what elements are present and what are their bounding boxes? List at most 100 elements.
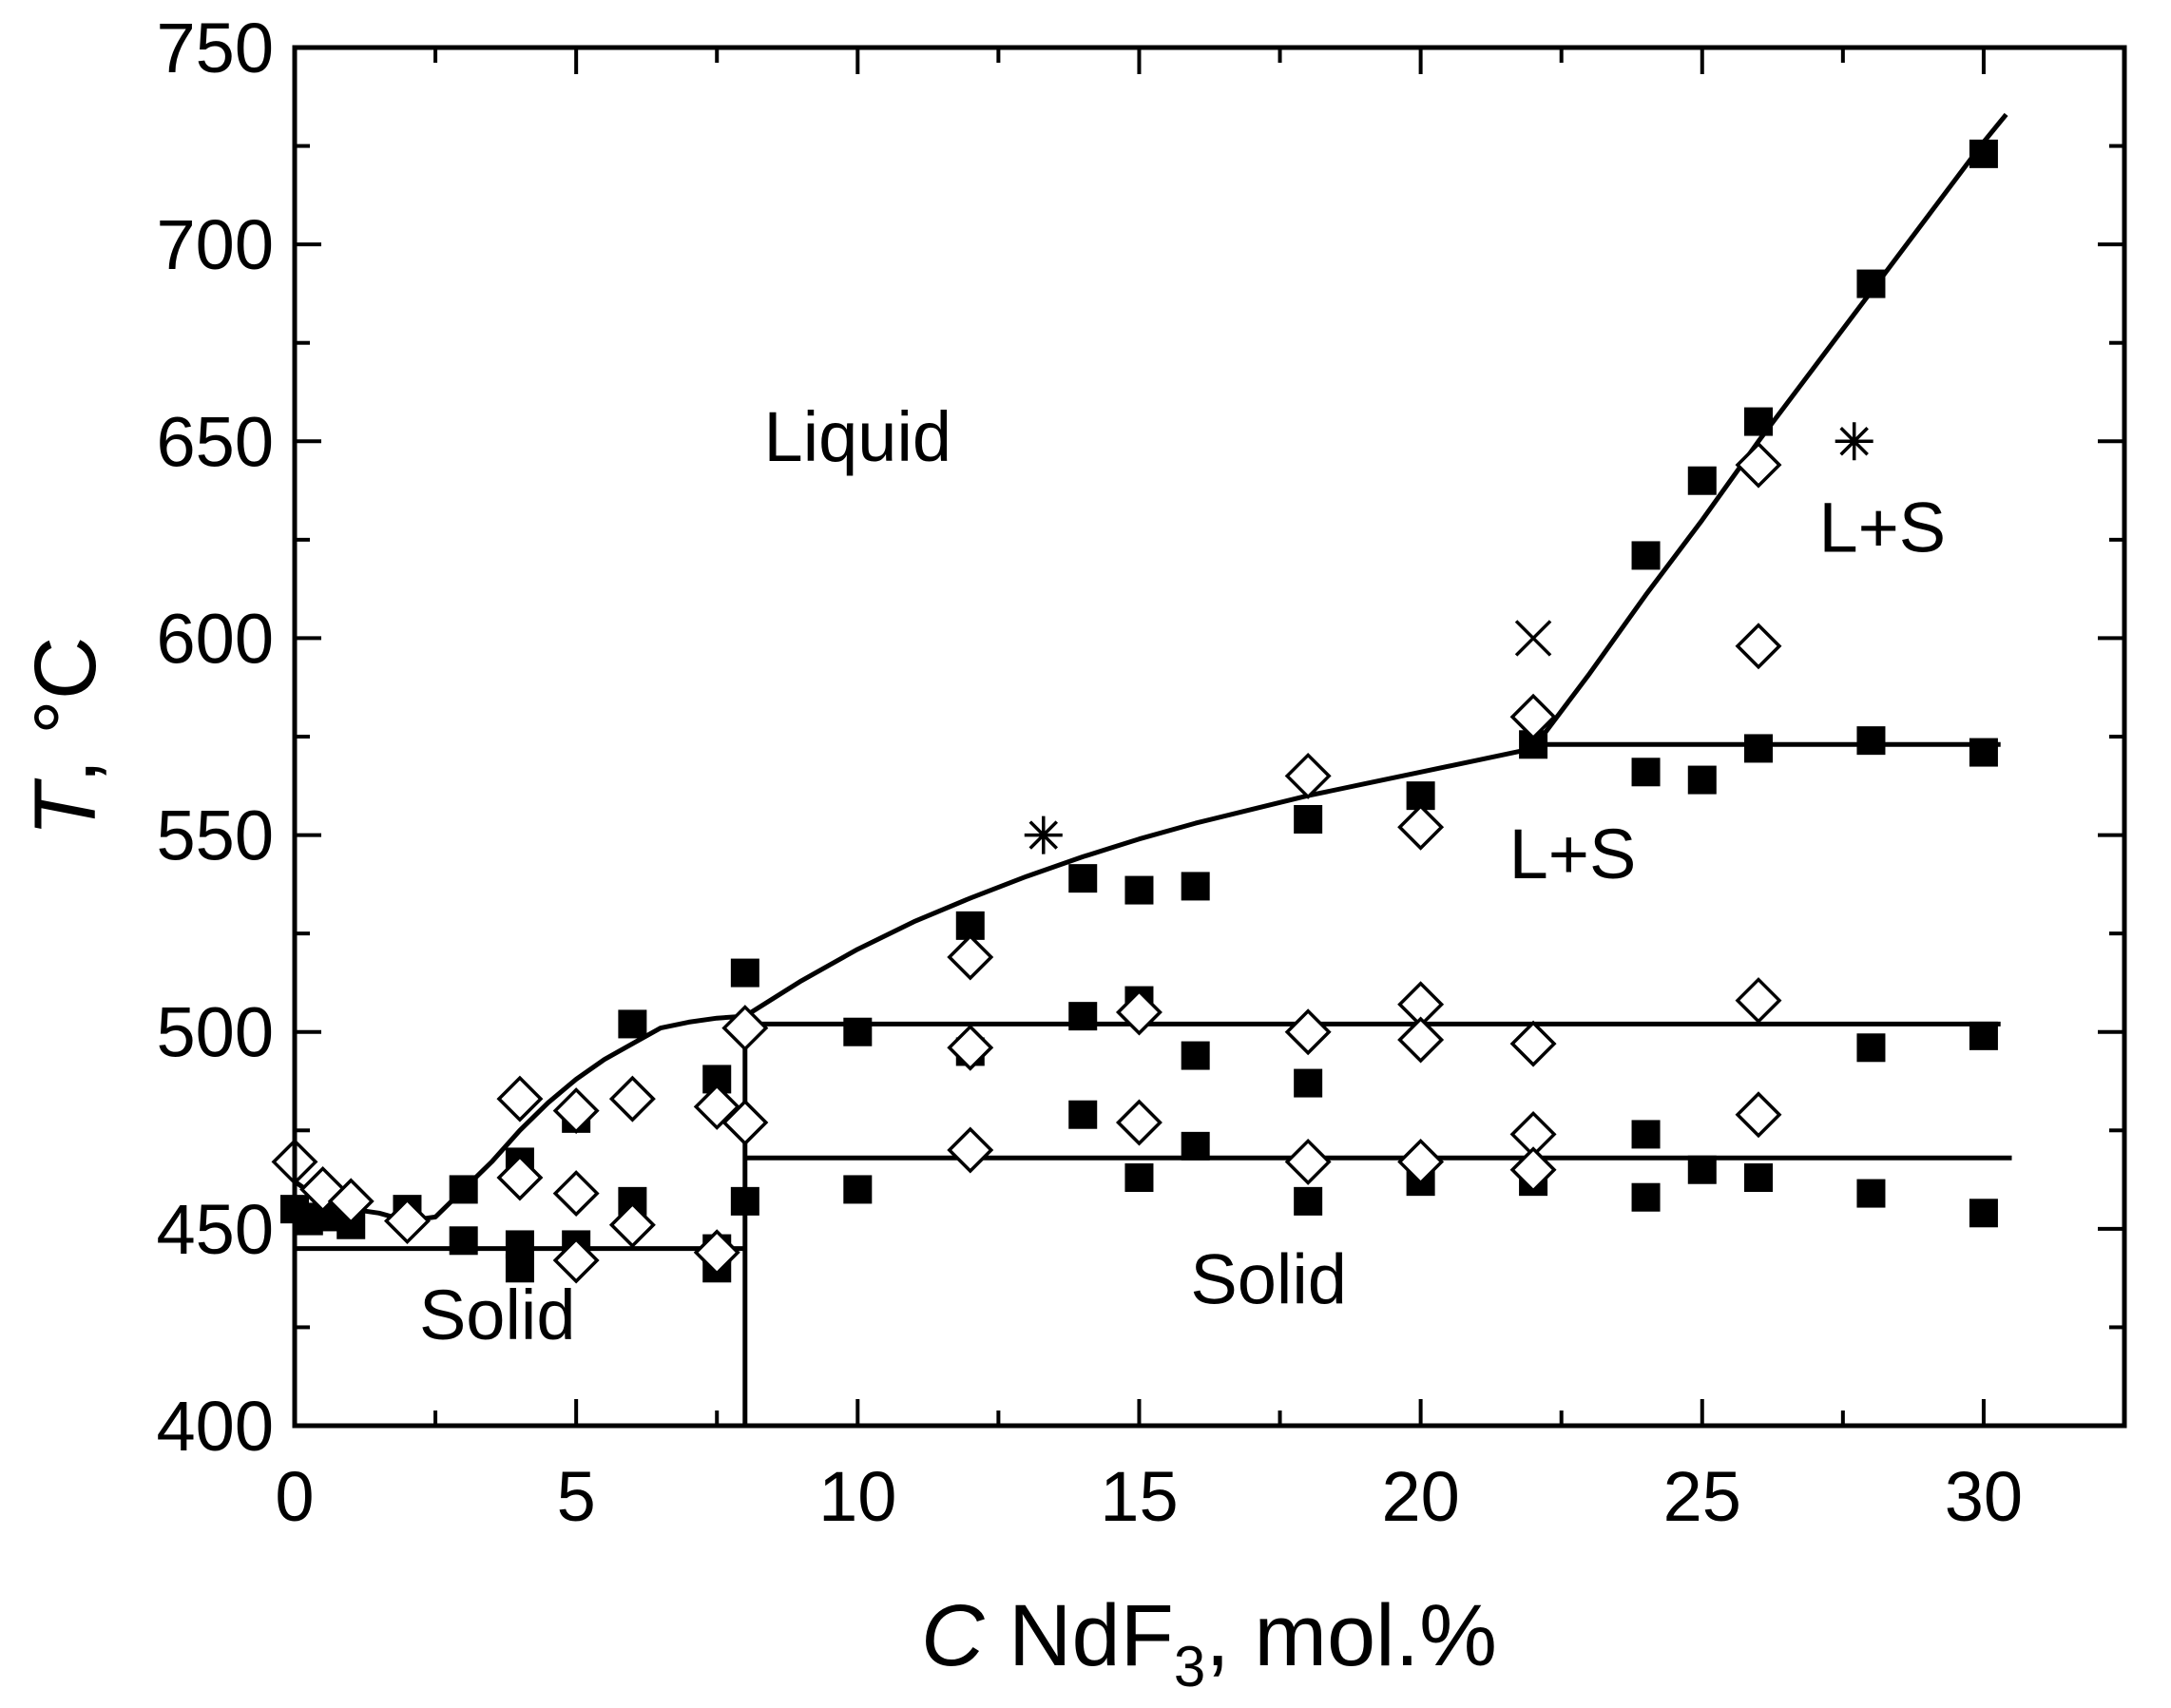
point-filled-square xyxy=(1856,1179,1886,1208)
point-filled-square xyxy=(730,958,759,988)
point-open-diamond xyxy=(693,1229,740,1276)
point-filled-square xyxy=(730,1186,759,1216)
point-filled-square xyxy=(1124,1163,1154,1192)
point-open-diamond xyxy=(721,1099,769,1146)
point-open-diamond xyxy=(1509,1146,1557,1194)
x-tick-label: 15 xyxy=(1100,1457,1178,1536)
point-open-diamond xyxy=(1397,803,1445,851)
point-open-diamond xyxy=(1397,1016,1445,1064)
region-label: Solid xyxy=(1190,1240,1347,1319)
point-filled-square xyxy=(1181,1131,1210,1161)
point-open-diamond xyxy=(947,1126,994,1174)
point-filled-square xyxy=(1744,734,1773,763)
point-filled-square xyxy=(1181,1041,1210,1070)
region-label: L+S xyxy=(1818,488,1946,566)
point-open-diamond xyxy=(1397,1138,1445,1185)
point-filled-square xyxy=(1294,1186,1323,1216)
y-tick-label: 450 xyxy=(157,1190,274,1269)
point-filled-square xyxy=(1969,139,1998,168)
point-open-diamond xyxy=(552,1087,600,1135)
point-filled-square xyxy=(1631,541,1661,570)
x-tick-label: 5 xyxy=(557,1457,596,1536)
point-filled-square xyxy=(1856,269,1886,298)
point-open-diamond xyxy=(496,1154,544,1201)
point-open-diamond xyxy=(1509,1020,1557,1067)
point-open-diamond xyxy=(1115,988,1162,1036)
y-axis-ticks: 400 450 500 550 600 650 700 750 xyxy=(157,9,2124,1466)
y-tick-label: 750 xyxy=(157,9,274,87)
point-asterisk xyxy=(1835,422,1873,461)
point-open-diamond xyxy=(608,1201,656,1249)
point-filled-square xyxy=(843,1175,873,1204)
y-axis-units: , °C xyxy=(17,637,114,783)
region-labels: Liquid L+S L+S Solid Solid xyxy=(419,397,1946,1354)
point-filled-square xyxy=(1124,875,1154,905)
point-open-diamond xyxy=(947,933,994,981)
point-open-diamond xyxy=(496,1075,544,1123)
point-open-diamond xyxy=(1115,1099,1162,1146)
point-open-diamond xyxy=(383,1198,431,1245)
y-tick-label: 600 xyxy=(157,599,274,678)
region-label: Liquid xyxy=(764,397,952,476)
x-axis-ticks: 0 5 10 15 20 25 30 xyxy=(275,48,2126,1536)
point-filled-square xyxy=(1294,1068,1323,1098)
point-open-diamond xyxy=(1509,693,1557,740)
point-filled-square xyxy=(1744,1163,1773,1192)
x-tick-label: 25 xyxy=(1663,1457,1741,1536)
point-open-diamond xyxy=(1284,1138,1332,1185)
point-filled-square xyxy=(449,1175,478,1204)
point-x-cross xyxy=(1514,620,1552,657)
point-filled-square xyxy=(1068,1100,1098,1129)
point-open-diamond xyxy=(1284,752,1332,799)
point-filled-square xyxy=(1687,1155,1717,1184)
point-filled-square xyxy=(1969,738,1998,767)
x-axis-title: C NdF3, mol.% xyxy=(921,1587,1497,1698)
point-filled-square xyxy=(1068,1002,1098,1031)
point-filled-square xyxy=(1969,1021,1998,1050)
point-filled-square xyxy=(843,1017,873,1046)
point-open-diamond xyxy=(327,1178,375,1225)
point-filled-square xyxy=(1631,758,1661,787)
y-tick-label: 400 xyxy=(157,1387,274,1466)
point-filled-square xyxy=(1856,1033,1886,1063)
point-open-diamond xyxy=(1735,1091,1782,1139)
x-tick-label: 30 xyxy=(1945,1457,2023,1536)
point-open-diamond xyxy=(721,1005,769,1052)
point-filled-square xyxy=(449,1226,478,1256)
point-filled-square xyxy=(1068,864,1098,893)
point-filled-square xyxy=(1969,1199,1998,1228)
point-open-diamond xyxy=(552,1170,600,1218)
point-filled-square xyxy=(1687,765,1717,795)
x-tick-label: 0 xyxy=(275,1457,314,1536)
point-filled-square xyxy=(1181,872,1210,901)
point-filled-square xyxy=(1856,726,1886,756)
point-asterisk xyxy=(1024,816,1063,854)
x-axis-units: , mol.% xyxy=(1205,1587,1497,1684)
y-axis-variable: T xyxy=(17,777,114,836)
x-axis-variable: C xyxy=(921,1587,985,1684)
y-tick-label: 500 xyxy=(157,993,274,1072)
point-filled-square xyxy=(1631,1182,1661,1212)
x-tick-label: 10 xyxy=(818,1457,896,1536)
x-axis-subscript: 3 xyxy=(1174,1635,1205,1698)
y-tick-label: 700 xyxy=(157,205,274,284)
point-open-diamond xyxy=(1735,977,1782,1025)
point-open-diamond xyxy=(608,1075,656,1123)
y-tick-label: 550 xyxy=(157,796,274,875)
point-open-diamond xyxy=(1284,1008,1332,1056)
point-filled-square xyxy=(618,1009,647,1039)
point-filled-square xyxy=(505,1254,534,1283)
point-open-diamond xyxy=(947,1024,994,1071)
point-filled-square xyxy=(1294,805,1323,834)
region-label: Solid xyxy=(419,1276,576,1354)
point-open-diamond xyxy=(552,1237,600,1284)
point-open-diamond xyxy=(1735,623,1782,670)
point-filled-square xyxy=(1631,1120,1661,1149)
point-filled-square xyxy=(1687,466,1717,495)
x-tick-label: 20 xyxy=(1381,1457,1459,1536)
data-markers xyxy=(271,139,1998,1284)
region-label: L+S xyxy=(1509,815,1637,893)
y-axis-title: T, °C xyxy=(17,637,114,837)
point-open-diamond xyxy=(1735,441,1782,489)
